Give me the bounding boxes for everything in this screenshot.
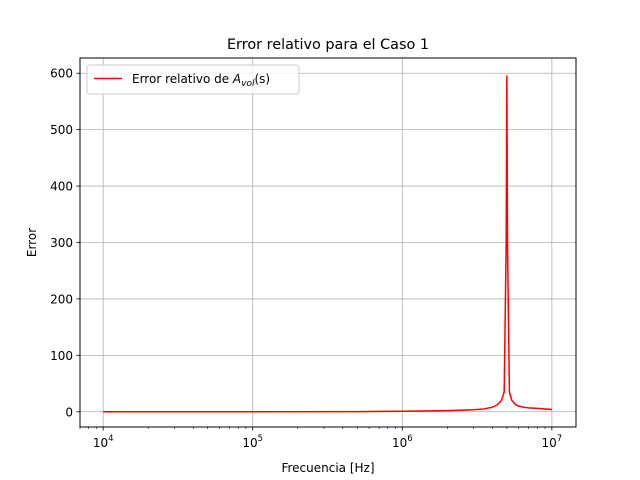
plot-area (103, 75, 552, 413)
legend: Error relativo de Avol(s) (86, 64, 300, 95)
y-tick-label: 0 (65, 405, 73, 419)
y-tick-label: 400 (50, 180, 73, 194)
legend-math-base: A (232, 72, 241, 86)
y-tick-label: 200 (50, 292, 73, 306)
y-axis-ticks: 0 100 200 300 400 500 600 (50, 67, 80, 419)
chart-title: Error relativo para el Caso 1 (227, 37, 429, 53)
legend-math-arg: (s) (254, 72, 270, 86)
legend-math-sub: vol (241, 79, 255, 89)
x-axis-label: Frecuencia [Hz] (281, 461, 374, 475)
x-tick-base: 10 (392, 436, 407, 450)
x-tick-label: 106 (392, 434, 413, 450)
y-tick-label: 300 (50, 236, 73, 250)
legend-box (86, 64, 300, 95)
x-tick-label: 104 (93, 434, 114, 450)
y-tick-label: 500 (50, 123, 73, 137)
grid (80, 58, 576, 427)
x-tick-base: 10 (542, 436, 557, 450)
x-tick-exponent: 6 (407, 434, 412, 444)
y-tick-label: 100 (50, 349, 73, 363)
x-tick-exponent: 7 (557, 434, 562, 444)
series-line (103, 75, 552, 413)
x-tick-label: 107 (542, 434, 563, 450)
x-tick-label: 105 (242, 434, 263, 450)
legend-entry: Error relativo de Avol(s) (132, 72, 270, 89)
x-tick-exponent: 5 (258, 434, 263, 444)
x-tick-exponent: 4 (108, 434, 113, 444)
x-axis-ticks: 104 105 106 107 (79, 427, 563, 450)
legend-text: Error relativo de (132, 72, 233, 86)
x-tick-base: 10 (242, 436, 257, 450)
y-axis-label: Error (25, 228, 39, 257)
x-tick-base: 10 (93, 436, 108, 450)
y-tick-label: 600 (50, 67, 73, 81)
